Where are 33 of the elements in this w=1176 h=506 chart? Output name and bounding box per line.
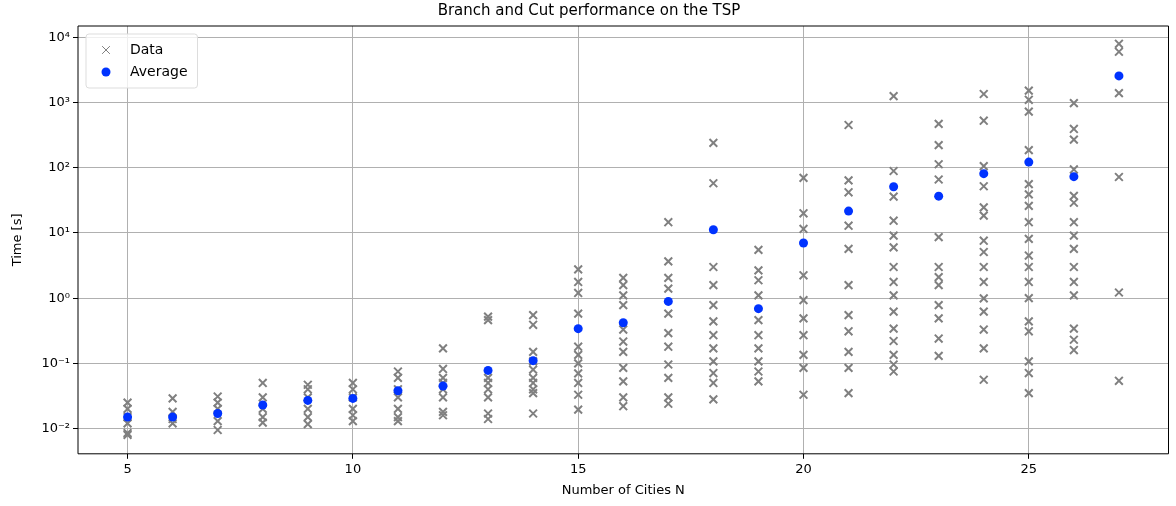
y-axis-title: Time [s] xyxy=(9,213,25,268)
point xyxy=(753,304,763,314)
point xyxy=(663,296,673,306)
y-tick-label: 10⁴ xyxy=(48,28,70,44)
y-tick-label: 10⁰ xyxy=(48,289,70,305)
point xyxy=(1114,71,1124,81)
point xyxy=(844,206,854,216)
point xyxy=(1069,172,1079,182)
x-tick-label: 10 xyxy=(344,460,362,476)
point xyxy=(708,225,718,235)
x-axis-title: Number of Cities N xyxy=(561,481,685,497)
x-tick-label: 20 xyxy=(795,460,812,476)
y-tick-label: 10² xyxy=(48,159,70,175)
point xyxy=(573,324,583,334)
chart-title: Branch and Cut performance on the TSP xyxy=(437,0,741,19)
point xyxy=(799,238,808,248)
point xyxy=(934,191,944,201)
point xyxy=(889,182,899,192)
y-tick-label: 10³ xyxy=(48,93,70,109)
point xyxy=(979,169,989,179)
point xyxy=(258,400,268,410)
x-tick-label: 25 xyxy=(1020,460,1038,476)
legend-label: Data xyxy=(130,40,164,57)
point xyxy=(213,409,223,419)
point xyxy=(483,365,493,375)
y-tick-label: 10¹ xyxy=(48,224,70,240)
point xyxy=(618,318,628,328)
y-tick-label: 10⁻¹ xyxy=(41,354,70,370)
x-tick-label: 15 xyxy=(569,460,587,476)
x-tick-label: 5 xyxy=(123,460,132,476)
y-tick-label: 10⁻² xyxy=(41,419,70,435)
point xyxy=(1024,157,1034,167)
legend-label: Average xyxy=(130,62,188,79)
